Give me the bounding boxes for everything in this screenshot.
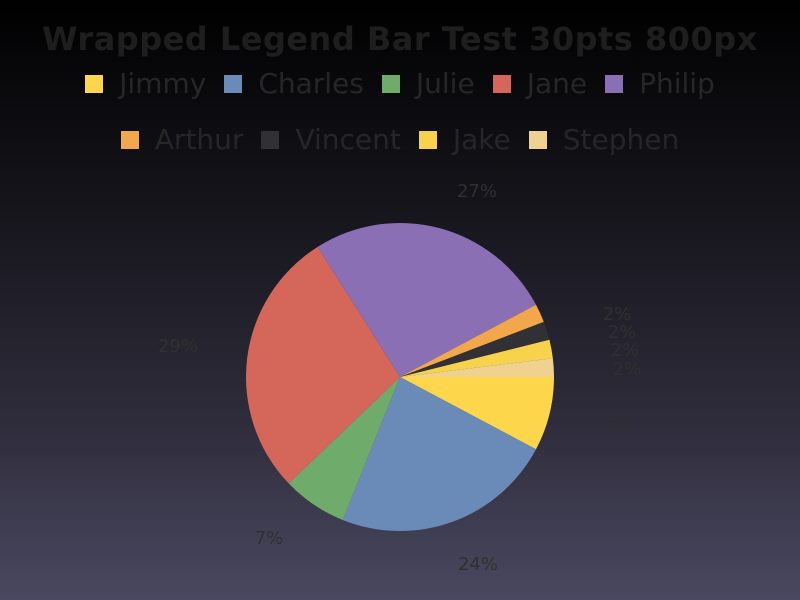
legend-item-philip: Philip	[605, 66, 715, 102]
pie-slice-arthur	[400, 304, 544, 377]
legend-label: Philip	[639, 67, 715, 100]
legend-label: Julie	[415, 67, 475, 100]
legend-label: Stephen	[562, 123, 680, 156]
legend-item-jake: Jake	[418, 122, 511, 158]
pie-slice-jimmy	[400, 377, 554, 450]
legend-swatch	[261, 131, 280, 149]
pie-slice-jake	[400, 339, 553, 377]
legend-item-jane: Jane	[492, 66, 588, 102]
legend-item-charles: Charles	[224, 66, 364, 102]
legend-swatch	[120, 131, 139, 149]
legend-swatch	[528, 131, 547, 149]
legend-label: Charles	[258, 67, 364, 100]
slice-percent-label: 2%	[613, 359, 642, 380]
slice-percent-label: 7%	[255, 528, 284, 549]
pie-slice-charles	[342, 377, 537, 531]
pie-slice-philip	[317, 222, 537, 377]
slice-percent-label: 2%	[603, 304, 632, 325]
legend-swatch	[85, 75, 104, 93]
legend-label: Arthur	[154, 123, 244, 156]
legend-row: Arthur Vincent Jake Stephen	[0, 122, 800, 158]
legend-swatch	[418, 131, 437, 149]
legend-item-arthur: Arthur	[120, 122, 244, 158]
pie-slice-stephen	[400, 358, 554, 377]
slice-percent-label: 2%	[608, 322, 637, 343]
legend-swatch	[381, 75, 400, 93]
legend-swatch	[224, 75, 243, 93]
legend-label: Jimmy	[119, 67, 207, 100]
legend-item-julie: Julie	[381, 66, 475, 102]
legend-swatch	[492, 75, 511, 93]
pie-slice-jane	[245, 246, 400, 484]
legend-item-jimmy: Jimmy	[85, 66, 206, 102]
chart-title: Wrapped Legend Bar Test 30pts 800px	[42, 20, 758, 58]
slice-percent-label: 24%	[458, 554, 498, 575]
slice-percent-label: 29%	[158, 336, 198, 357]
legend-label: Vincent	[295, 123, 401, 156]
legend-label: Jake	[452, 123, 511, 156]
legend-swatch	[605, 75, 624, 93]
slice-percent-label: 27%	[457, 181, 497, 202]
slice-percent-label: 8%	[608, 414, 637, 435]
legend-row: Jimmy Charles Julie Jane Philip	[0, 66, 800, 102]
legend-item-stephen: Stephen	[528, 122, 680, 158]
pie-slice-julie	[288, 377, 400, 520]
pie-slice-vincent	[400, 321, 550, 377]
legend-item-vincent: Vincent	[261, 122, 401, 158]
legend-label: Jane	[526, 67, 588, 100]
slice-percent-label: 2%	[611, 340, 640, 361]
